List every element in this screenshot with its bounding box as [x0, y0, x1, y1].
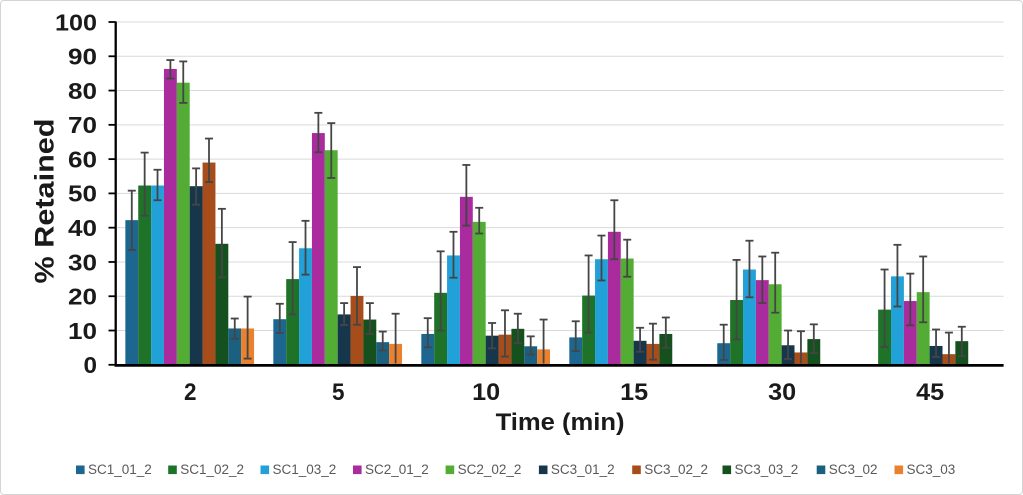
svg-text:15: 15: [620, 379, 648, 406]
svg-text:Time (min): Time (min): [496, 409, 625, 436]
svg-text:SC1_02_2: SC1_02_2: [180, 462, 244, 477]
svg-text:80: 80: [68, 78, 97, 104]
svg-text:SC1_01_2: SC1_01_2: [88, 462, 152, 477]
svg-text:SC2_02_2: SC2_02_2: [458, 462, 522, 477]
svg-text:SC3_02_2: SC3_02_2: [644, 462, 708, 477]
svg-text:SC1_03_2: SC1_03_2: [273, 462, 337, 477]
svg-text:SC3_03_2: SC3_03_2: [735, 462, 799, 477]
svg-text:2: 2: [184, 379, 197, 406]
svg-text:30: 30: [68, 249, 97, 275]
svg-text:45: 45: [916, 379, 944, 406]
svg-text:SC3_01_2: SC3_01_2: [551, 462, 615, 477]
svg-text:90: 90: [68, 44, 97, 70]
svg-text:40: 40: [68, 215, 97, 241]
svg-text:30: 30: [768, 379, 796, 406]
svg-text:SC3_02: SC3_02: [829, 462, 878, 477]
svg-text:100: 100: [55, 9, 97, 35]
svg-text:60: 60: [68, 146, 97, 172]
svg-text:70: 70: [68, 112, 97, 138]
svg-text:10: 10: [472, 379, 500, 406]
svg-text:5: 5: [332, 379, 345, 406]
svg-text:50: 50: [68, 181, 97, 207]
svg-text:0: 0: [84, 352, 98, 378]
svg-text:SC3_03: SC3_03: [907, 462, 956, 477]
svg-text:% Retained: % Retained: [29, 119, 59, 284]
svg-text:10: 10: [68, 318, 97, 344]
svg-text:SC2_01_2: SC2_01_2: [365, 462, 429, 477]
svg-text:20: 20: [68, 284, 97, 310]
